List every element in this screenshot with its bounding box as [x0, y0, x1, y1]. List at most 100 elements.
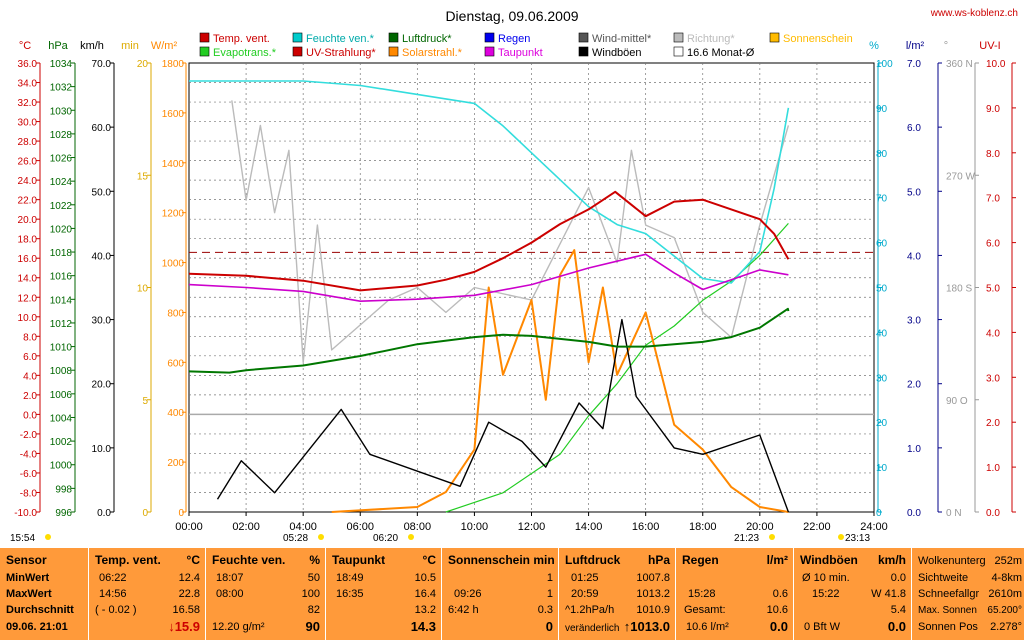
- axis-header-wind: km/h: [80, 40, 104, 52]
- tick-label-uv: 9.0: [986, 104, 1000, 115]
- tick-label-dir: 90 O: [946, 396, 968, 407]
- tick-label-hum: 70: [876, 194, 888, 205]
- tick-label-min: 0: [142, 508, 148, 519]
- hum-min: 50: [307, 572, 320, 584]
- sensor-section: Sensor MinWert MaxWert Durchschnitt 09.0…: [0, 548, 88, 640]
- sun-icon: [318, 534, 324, 540]
- tick-label-solar: 1800: [162, 59, 185, 70]
- x-axis: 00:00 02:00 04:00 06:00 08:00 10:00 12:00 14:00…: [175, 512, 888, 533]
- sun-icon: [408, 534, 414, 540]
- series-line-solarstrahl: [331, 249, 789, 513]
- tick-label-wind: 50.0: [92, 187, 112, 198]
- axis-header-rain: l/m²: [906, 40, 925, 52]
- right-axes: 10090807060504030201007.06.05.04.03.02.0…: [876, 59, 1016, 519]
- gust-r1: 0.0: [890, 572, 906, 584]
- gust-r1-label: Ø 10 min.: [802, 572, 850, 584]
- hum-max: 100: [301, 588, 320, 600]
- temp-unit: °C: [186, 553, 200, 567]
- tick-label-rain: 0.0: [907, 508, 921, 519]
- tick-label-solar: 600: [167, 358, 184, 369]
- sun-r1: 1: [546, 572, 553, 584]
- series-line-richtung: [231, 100, 790, 363]
- legend-swatch-feuchte-ven: [292, 32, 303, 43]
- visibility-value: 4-8km: [991, 572, 1022, 584]
- tick-label-min: 5: [142, 396, 148, 407]
- tick-label-uv: 6.0: [986, 239, 1000, 250]
- temp-max: 22.8: [178, 588, 200, 600]
- rain-current: 0.0: [769, 619, 788, 634]
- sun-event-label: 05:28: [283, 533, 308, 544]
- tick-label-press: 1014: [50, 295, 73, 306]
- snowline-value: 2610m: [988, 588, 1022, 600]
- dew-min: 10.5: [414, 572, 436, 584]
- x-tick-label: 12:00: [518, 521, 546, 533]
- legend-swatch-evapotrans: [199, 46, 210, 57]
- hum-abs: 12.20 g/m²: [212, 621, 265, 633]
- sun-r2-time: 09:26: [454, 588, 482, 600]
- maxsun-value: 65.200°: [987, 605, 1022, 616]
- gust-current: 0.0: [887, 619, 906, 634]
- tick-label-solar: 400: [167, 408, 184, 419]
- tick-label-rain: 6.0: [907, 123, 921, 134]
- hum-title: Feuchte ven.: [212, 553, 286, 567]
- axis-header-uv: UV-I: [979, 40, 1000, 52]
- tick-label-dir: 360 N: [946, 59, 973, 70]
- tick-label-rain: 4.0: [907, 251, 921, 262]
- sun-icon: [769, 534, 775, 540]
- tick-label-wind: 30.0: [92, 316, 112, 327]
- tick-label-rain: 1.0: [907, 444, 921, 455]
- legend-swatch-wind-mittel: [578, 32, 589, 43]
- legend-label-temp-vent: Temp. vent.: [213, 33, 270, 45]
- tick-label-press: 996: [55, 508, 72, 519]
- tick-label-solar: 0: [178, 508, 184, 519]
- legend-label-sonnenschein: Sonnenschein: [783, 33, 853, 45]
- tick-label-solar: 1000: [162, 259, 185, 270]
- tick-label-temp: 14.0: [18, 274, 38, 285]
- tick-label-dir: 180 S: [946, 284, 972, 295]
- sun-event-label: 06:20: [373, 533, 398, 544]
- tick-label-temp: -10.0: [14, 508, 37, 519]
- humidity-section: Feuchte ven. % 18:07 50 08:00 100 82 12.…: [205, 548, 326, 640]
- sun-event-label: 15:54: [10, 533, 35, 544]
- tick-label-uv: 5.0: [986, 284, 1000, 295]
- tick-label-uv: 0.0: [986, 508, 1000, 519]
- plot-frame: [188, 62, 875, 513]
- axis-header-solar: W/m²: [151, 40, 178, 52]
- tick-label-hum: 10: [876, 463, 888, 474]
- tick-label-press: 1030: [50, 106, 73, 117]
- axis-headers: °C hPa km/h min W/m²% l/m² ° UV-I: [19, 40, 1001, 52]
- legend-swatch-sonnenschein: [769, 32, 780, 43]
- legend-swatch-regen: [484, 32, 495, 43]
- tick-label-hum: 60: [876, 239, 888, 250]
- tick-label-uv: 4.0: [986, 328, 1000, 339]
- x-tick-label: 10:00: [461, 521, 489, 533]
- press-state: veränderlich: [565, 623, 620, 634]
- site-link[interactable]: www.ws-koblenz.ch: [930, 8, 1018, 19]
- rain-r2-time: 15:28: [688, 588, 716, 600]
- cloudbase-label: Wolkenunterg: [918, 555, 986, 567]
- tick-label-temp: 12.0: [18, 293, 38, 304]
- legend-label-richtung: Richtung*: [687, 33, 735, 45]
- temp-max-time: 14:56: [99, 588, 127, 600]
- tick-label-hum: 90: [876, 104, 888, 115]
- summary-panel: Sensor MinWert MaxWert Durchschnitt 09.0…: [0, 548, 1024, 640]
- x-tick-label: 00:00: [175, 521, 203, 533]
- sun-r2: 1: [546, 588, 553, 600]
- x-tick-label: 04:00: [289, 521, 317, 533]
- x-tick-label: 06:00: [346, 521, 374, 533]
- dew-title: Taupunkt: [332, 553, 386, 567]
- tick-label-temp: 20.0: [18, 215, 38, 226]
- axis-header-dir: °: [944, 40, 948, 52]
- sensor-datetime: 09.06. 21:01: [6, 621, 68, 633]
- cloudbase-value: 252m: [994, 555, 1022, 567]
- rain-total: 10.6: [766, 604, 788, 616]
- snowline-label: Schneefallgr: [918, 588, 980, 600]
- tick-label-dir: 270 W: [946, 171, 975, 182]
- tick-label-dir: 0 N: [946, 508, 962, 519]
- hum-max-time: 08:00: [216, 588, 244, 600]
- tick-label-wind: 20.0: [92, 380, 112, 391]
- temp-min: 12.4: [178, 572, 200, 584]
- sun-current: 0: [545, 619, 553, 634]
- sunshine-section: Sonnenschein min 1 09:26 1 6:42 h 0.3 0: [441, 548, 559, 640]
